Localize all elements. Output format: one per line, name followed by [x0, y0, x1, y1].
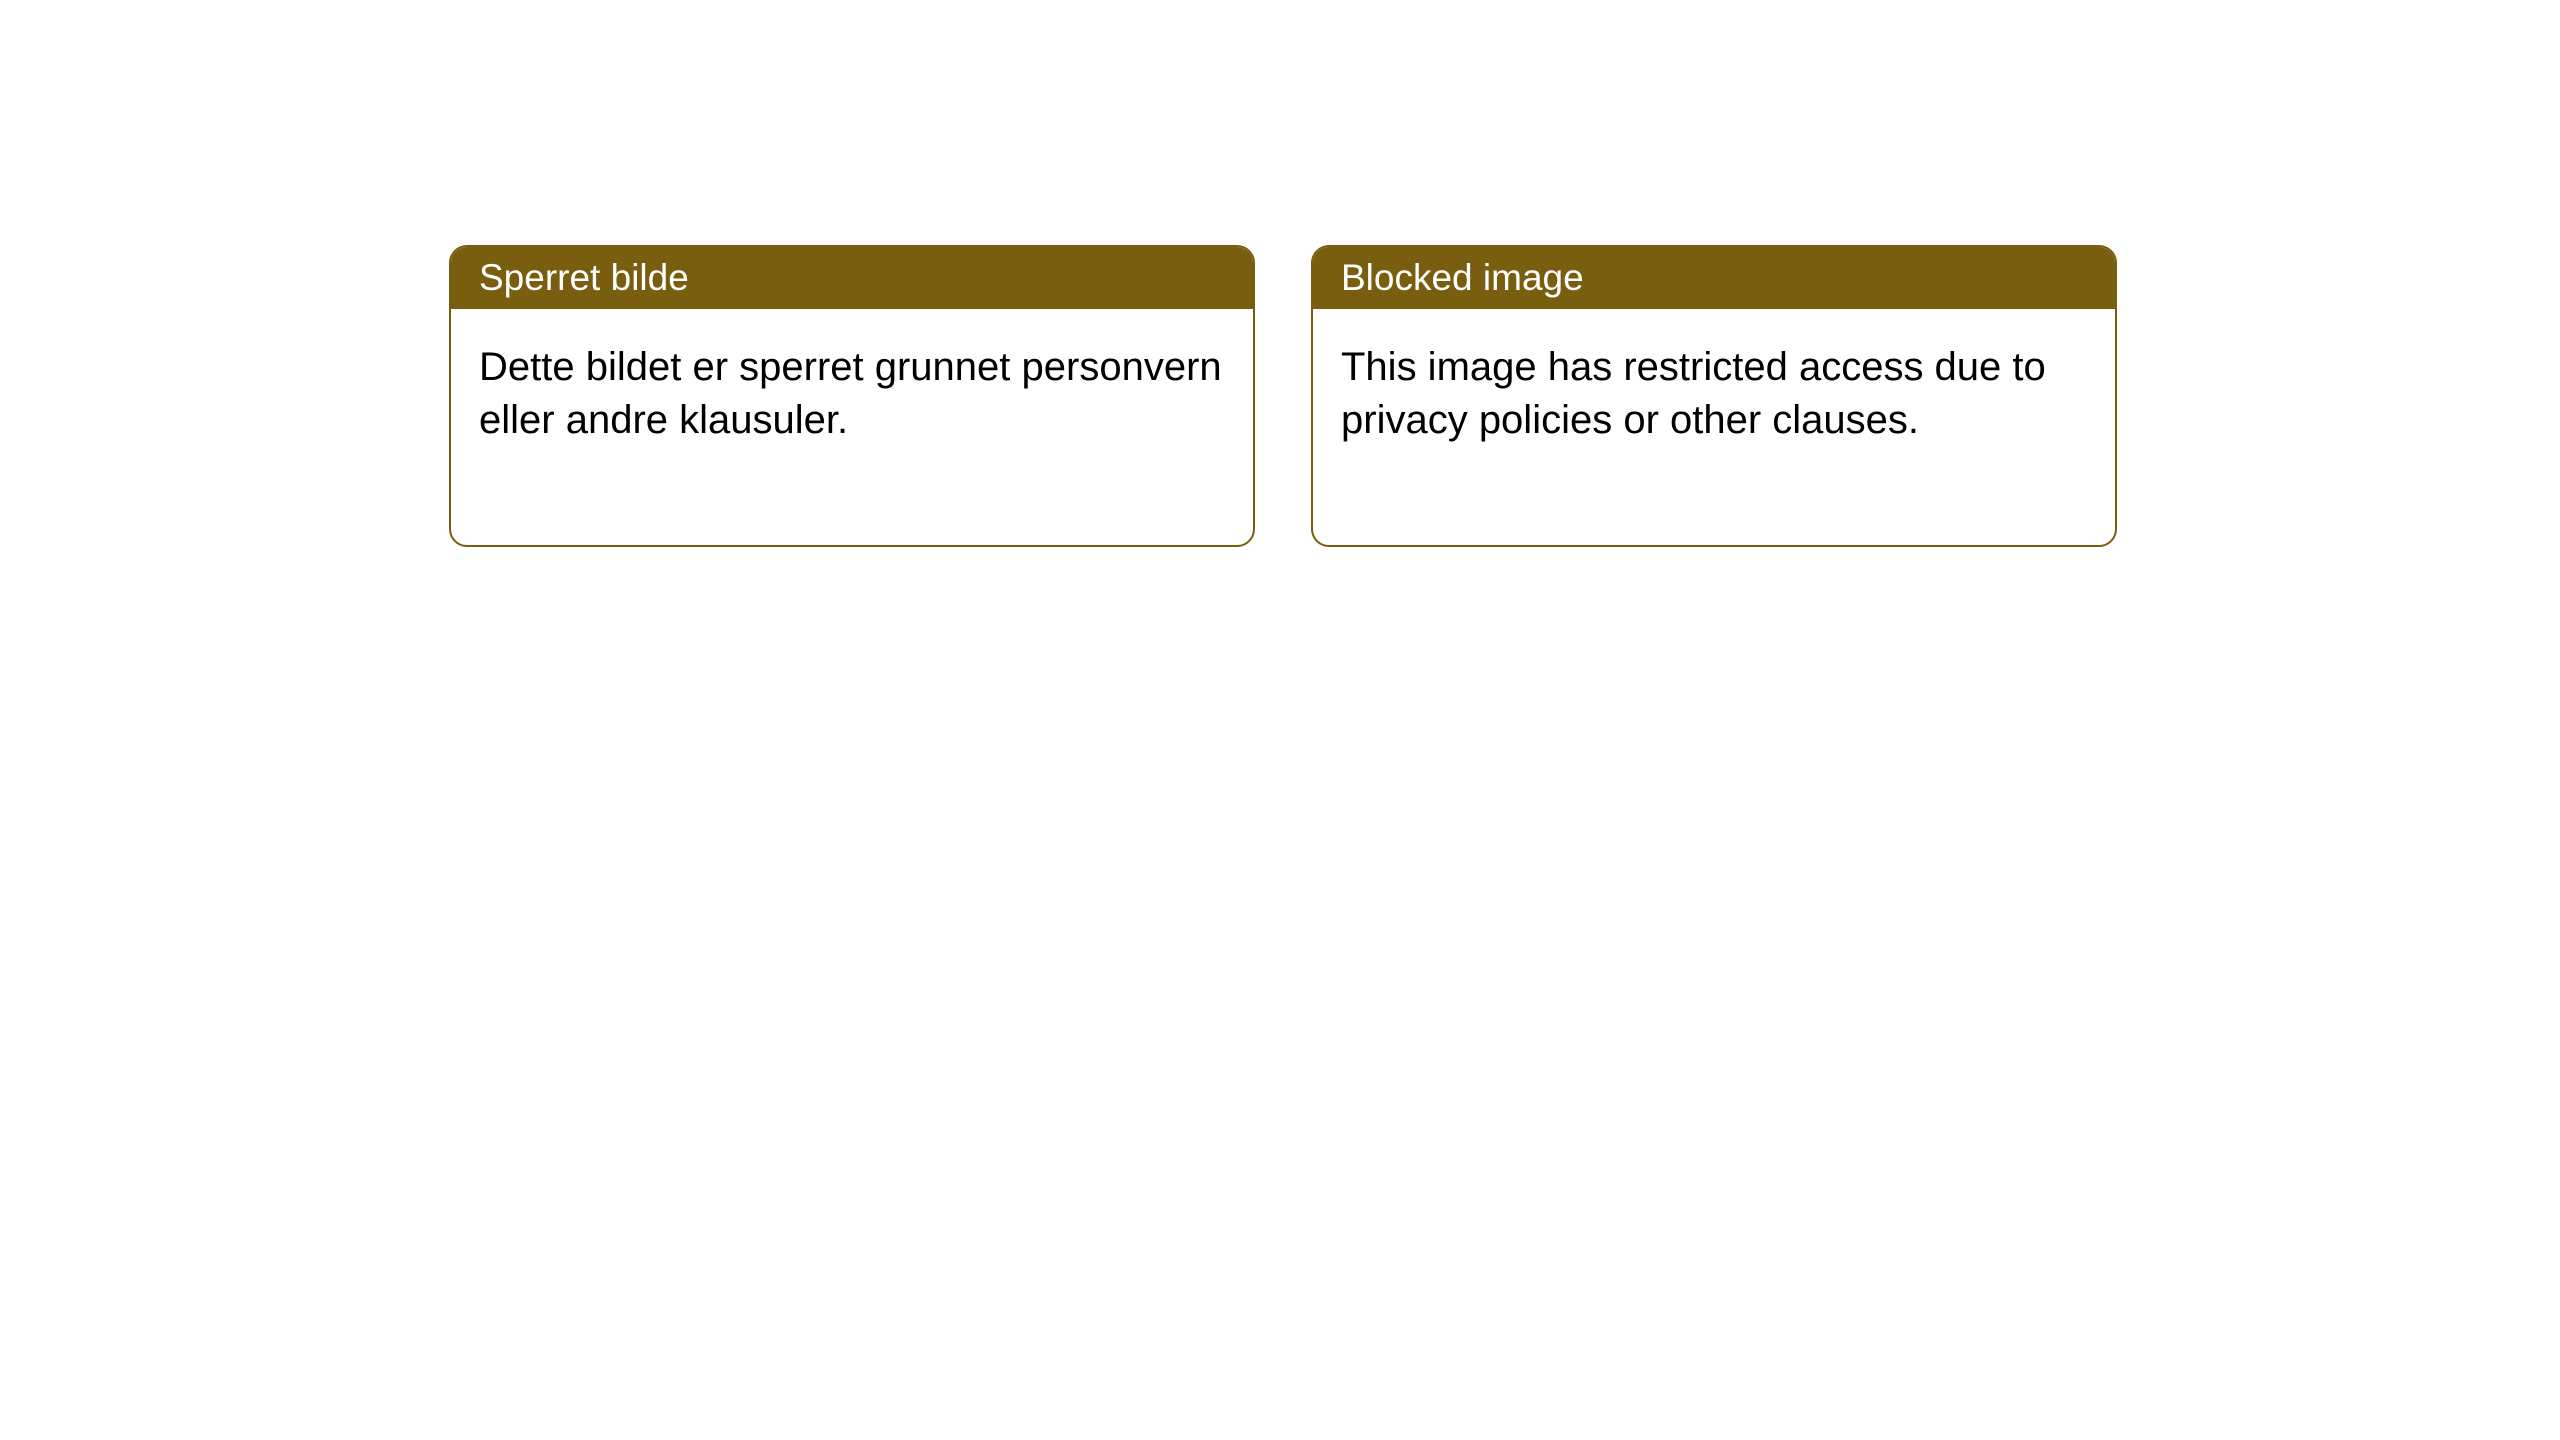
notice-header: Blocked image — [1313, 247, 2115, 309]
notice-title: Sperret bilde — [479, 257, 689, 298]
notice-container: Sperret bilde Dette bildet er sperret gr… — [449, 245, 2117, 547]
notice-card-english: Blocked image This image has restricted … — [1311, 245, 2117, 547]
notice-message: Dette bildet er sperret grunnet personve… — [479, 345, 1222, 442]
notice-header: Sperret bilde — [451, 247, 1253, 309]
notice-body: Dette bildet er sperret grunnet personve… — [451, 309, 1253, 545]
notice-title: Blocked image — [1341, 257, 1584, 298]
notice-body: This image has restricted access due to … — [1313, 309, 2115, 545]
notice-message: This image has restricted access due to … — [1341, 345, 2046, 442]
notice-card-norwegian: Sperret bilde Dette bildet er sperret gr… — [449, 245, 1255, 547]
